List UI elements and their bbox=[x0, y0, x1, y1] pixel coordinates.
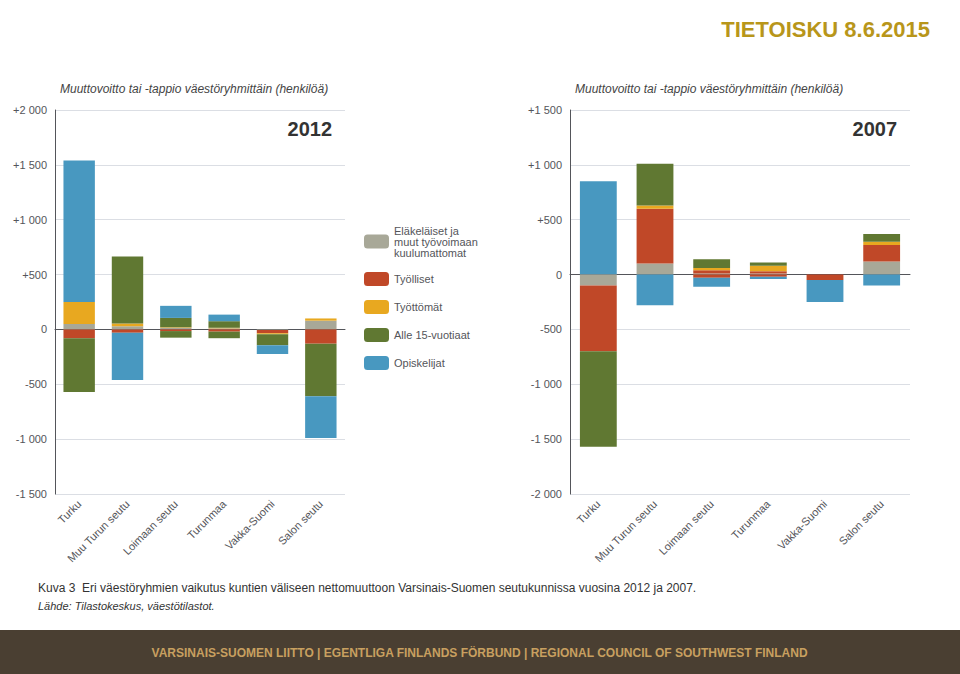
svg-text:VARSINAIS-SUOMEN LIITTO | EGEN: VARSINAIS-SUOMEN LIITTO | EGENTLIGA FINL… bbox=[152, 645, 808, 660]
svg-text:Turku: Turku bbox=[575, 498, 603, 526]
svg-text:-2 000: -2 000 bbox=[531, 488, 562, 500]
svg-text:Salon seutu: Salon seutu bbox=[836, 498, 886, 548]
svg-text:Alle 15-vuotiaat: Alle 15-vuotiaat bbox=[394, 329, 470, 341]
svg-text:-1 000: -1 000 bbox=[16, 433, 47, 445]
svg-text:Muu Turun seutu: Muu Turun seutu bbox=[592, 498, 659, 565]
svg-text:-1 000: -1 000 bbox=[531, 378, 562, 390]
svg-text:0: 0 bbox=[41, 323, 47, 335]
svg-text:+1 500: +1 500 bbox=[13, 159, 47, 171]
svg-text:Muuttovoitto tai -tappio väest: Muuttovoitto tai -tappio väestöryhmittäi… bbox=[60, 82, 328, 96]
svg-text:2007: 2007 bbox=[853, 118, 898, 140]
svg-text:Kuva 3 Eri väestöryhmien vaik: Kuva 3 Eri väestöryhmien vaikutus kuntie… bbox=[38, 581, 696, 595]
svg-text:Muuttovoitto tai -tappio väest: Muuttovoitto tai -tappio väestöryhmittäi… bbox=[575, 82, 843, 96]
svg-text:+1 000: +1 000 bbox=[13, 214, 47, 226]
svg-text:-500: -500 bbox=[25, 378, 47, 390]
svg-text:-1 500: -1 500 bbox=[16, 488, 47, 500]
svg-text:+1 500: +1 500 bbox=[528, 104, 562, 116]
svg-text:Turunmaa: Turunmaa bbox=[729, 497, 773, 541]
svg-text:Turku: Turku bbox=[55, 498, 83, 526]
svg-text:Muu Turun seutu: Muu Turun seutu bbox=[65, 498, 132, 565]
svg-text:-1 500: -1 500 bbox=[531, 433, 562, 445]
svg-text:Loimaan seutu: Loimaan seutu bbox=[656, 498, 715, 557]
svg-text:Loimaan seutu: Loimaan seutu bbox=[121, 498, 180, 557]
svg-text:Lähde: Tilastokeskus, väestöti: Lähde: Tilastokeskus, väestötilastot. bbox=[38, 600, 215, 612]
svg-text:TIETOISKU 8.6.2015: TIETOISKU 8.6.2015 bbox=[721, 17, 930, 42]
svg-text:-500: -500 bbox=[540, 323, 562, 335]
svg-text:0: 0 bbox=[556, 269, 562, 281]
svg-text:+1 000: +1 000 bbox=[528, 159, 562, 171]
svg-text:Opiskelijat: Opiskelijat bbox=[394, 357, 445, 369]
svg-text:Työlliset: Työlliset bbox=[394, 273, 434, 285]
svg-text:Eläkeläiset ja: Eläkeläiset ja bbox=[394, 224, 459, 237]
svg-text:Vakka-Suomi: Vakka-Suomi bbox=[223, 498, 277, 552]
svg-text:Salon seutu: Salon seutu bbox=[276, 498, 326, 548]
svg-text:+500: +500 bbox=[22, 269, 47, 281]
svg-text:+500: +500 bbox=[537, 214, 562, 226]
svg-text:Työttömät: Työttömät bbox=[394, 301, 442, 313]
svg-text:2012: 2012 bbox=[288, 118, 333, 140]
svg-text:Vakka-Suomi: Vakka-Suomi bbox=[775, 498, 829, 552]
svg-text:muut työvoimaan: muut työvoimaan bbox=[394, 235, 478, 248]
svg-text:kuulumattomat: kuulumattomat bbox=[394, 247, 466, 259]
svg-text:+2 000: +2 000 bbox=[13, 104, 47, 116]
svg-text:Turunmaa: Turunmaa bbox=[185, 497, 229, 541]
